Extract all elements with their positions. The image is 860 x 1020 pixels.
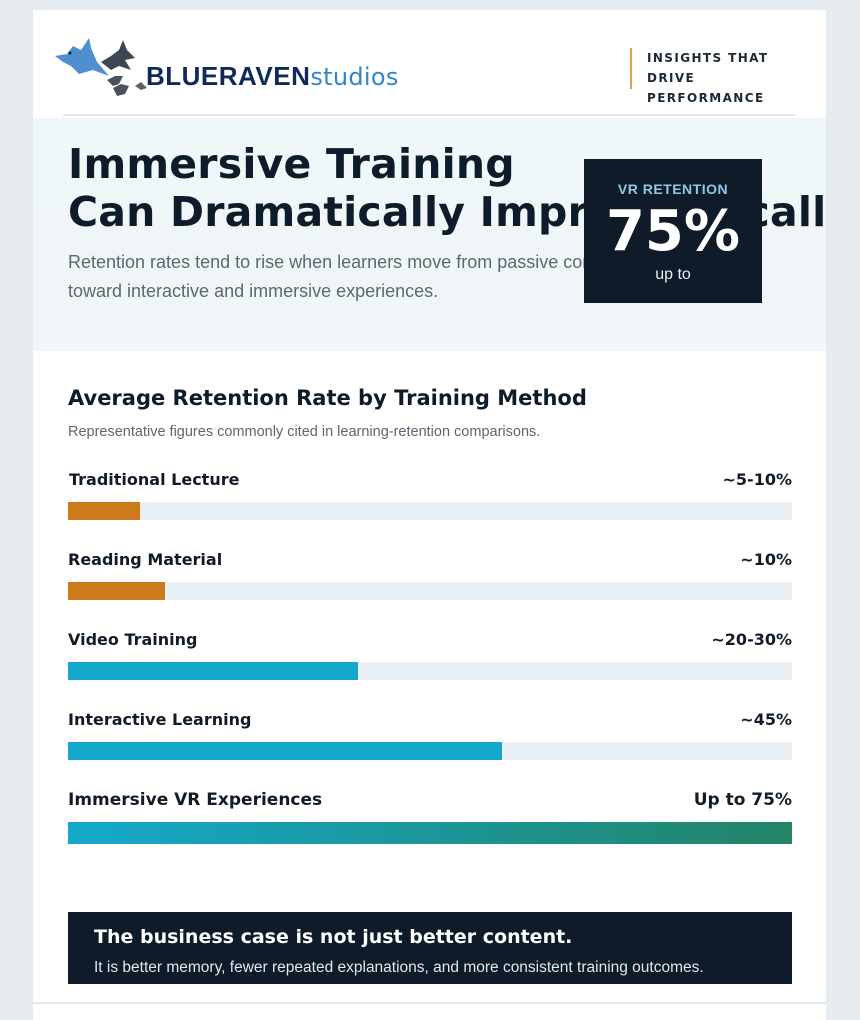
tagline: INSIGHTS THAT DRIVE PERFORMANCE	[647, 48, 817, 108]
bar-track	[68, 822, 792, 844]
business-case-callout: The business case is not just better con…	[68, 912, 792, 984]
header: BLUERAVENstudios INSIGHTS THAT DRIVE PER…	[33, 10, 826, 116]
bar-label: Reading Material	[68, 550, 223, 569]
bar-row: Traditional Lecture ~5-10%	[68, 470, 792, 530]
infographic-card: BLUERAVENstudios INSIGHTS THAT DRIVE PER…	[33, 10, 826, 1020]
bar-value-label: ~10%	[740, 550, 792, 569]
bar-track	[68, 742, 792, 760]
bar-row: Video Training ~20-30%	[68, 630, 792, 690]
footer-divider	[33, 1002, 826, 1004]
bar-label: Immersive VR Experiences	[68, 790, 323, 810]
raven-logo-icon	[55, 38, 147, 96]
hero-subtitle: Retention rates tend to rise when learne…	[68, 252, 623, 301]
tagline-line-2: PERFORMANCE	[647, 91, 765, 105]
chart-subtitle: Representative figures commonly cited in…	[68, 424, 541, 440]
callout-text: It is better memory, fewer repeated expl…	[94, 959, 704, 976]
bar-label: Interactive Learning	[68, 710, 252, 729]
bar-value-label: ~45%	[740, 710, 792, 729]
stat-note: up to	[655, 266, 691, 283]
bar-fill	[68, 662, 358, 680]
bar-value-label: ~20-30%	[711, 630, 792, 649]
bar-label: Traditional Lecture	[69, 470, 240, 489]
bar-fill	[68, 822, 792, 844]
bar-row: Interactive Learning ~45%	[68, 710, 792, 770]
hero-title-line-1: Immersive Training	[68, 140, 515, 188]
bar-fill	[68, 582, 165, 600]
stat-label: VR RETENTION	[617, 181, 729, 197]
bar-row: Immersive VR Experiences Up to 75%	[68, 790, 792, 854]
brand-bold: BLUERAVEN	[146, 61, 311, 91]
bar-track	[68, 502, 792, 520]
tagline-accent-bar	[630, 48, 632, 89]
bar-track	[68, 662, 792, 680]
callout-title: The business case is not just better con…	[94, 926, 573, 948]
bar-value-label: ~5-10%	[722, 470, 792, 489]
bar-fill	[68, 742, 503, 760]
chart-title: Average Retention Rate by Training Metho…	[68, 386, 587, 410]
bar-track	[68, 582, 792, 600]
bar-label: Video Training	[68, 630, 198, 649]
bar-value-label: Up to 75%	[693, 790, 792, 810]
stat-value: 75%	[605, 199, 741, 264]
brand-name: BLUERAVENstudios	[146, 56, 399, 96]
brand-light: studios	[310, 63, 399, 91]
tagline-line-1: INSIGHTS THAT DRIVE	[647, 51, 769, 85]
bar-fill	[68, 502, 141, 520]
header-divider	[63, 114, 795, 116]
bar-row: Reading Material ~10%	[68, 550, 792, 610]
vr-retention-stat-box: VR RETENTION 75% up to	[584, 159, 762, 303]
